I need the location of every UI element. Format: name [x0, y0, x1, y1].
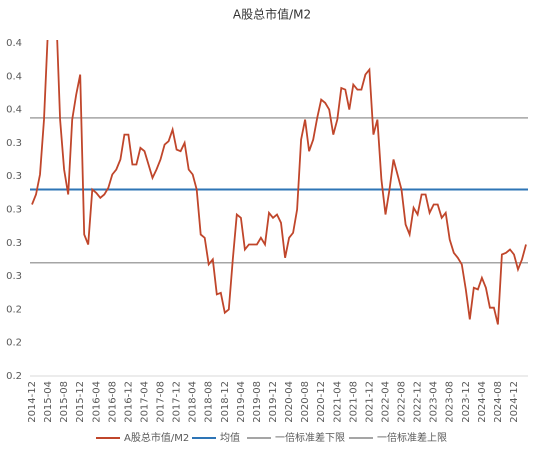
legend-label: 均值	[220, 431, 240, 444]
plot-area	[30, 40, 528, 325]
legend-label: 一倍标准差下限	[275, 431, 345, 444]
x-tick-label: 2019-04	[236, 381, 247, 423]
x-tick-label: 2017-12	[172, 381, 183, 423]
x-tick-label: 2017-04	[139, 381, 150, 423]
data-line	[31, 40, 527, 325]
x-tick-label: 2022-12	[413, 381, 424, 423]
x-tick-label: 2019-08	[252, 381, 263, 423]
x-tick-label: 2016-04	[91, 381, 102, 423]
x-tick-label: 2021-12	[364, 381, 375, 423]
y-tick-label: 0.4	[6, 38, 22, 49]
y-tick-label: 0.4	[6, 105, 22, 116]
x-tick-label: 2020-12	[316, 381, 327, 423]
legend-label: A股总市值/M2	[124, 431, 189, 444]
x-tick-label: 2024-12	[509, 381, 520, 423]
x-tick-label: 2017-08	[156, 381, 167, 423]
y-tick-label: 0.2	[6, 304, 22, 315]
y-tick-label: 0.3	[6, 205, 22, 216]
x-tick-label: 2020-08	[300, 381, 311, 423]
y-tick-label: 0.3	[6, 171, 22, 182]
y-tick-label: 0.3	[6, 138, 22, 149]
x-tick-label: 2024-04	[477, 381, 488, 423]
x-tick-label: 2014-12	[27, 381, 38, 423]
x-tick-label: 2023-12	[461, 381, 472, 423]
x-tick-label: 2024-08	[493, 381, 504, 423]
x-tick-label: 2016-12	[123, 381, 134, 423]
x-tick-label: 2016-08	[107, 381, 118, 423]
y-tick-label: 0.2	[6, 338, 22, 349]
legend-label: 一倍标准差上限	[377, 431, 447, 444]
y-tick-label: 0.2	[6, 371, 22, 382]
x-tick-label: 2023-08	[445, 381, 456, 423]
x-tick-label: 2021-08	[348, 381, 359, 423]
x-tick-label: 2018-12	[220, 381, 231, 423]
x-tick-label: 2015-12	[75, 381, 86, 423]
x-tick-label: 2015-04	[43, 381, 54, 423]
x-tick-label: 2015-08	[59, 381, 70, 423]
x-tick-label: 2021-04	[332, 381, 343, 423]
y-tick-label: 0.4	[6, 71, 22, 82]
x-tick-label: 2022-08	[397, 381, 408, 423]
chart-title: A股总市值/M2	[233, 7, 311, 22]
x-tick-label: 2018-04	[188, 381, 199, 423]
y-tick-label: 0.3	[6, 271, 22, 282]
x-tick-label: 2018-08	[204, 381, 215, 423]
x-tick-label: 2023-04	[429, 381, 440, 423]
y-tick-label: 0.3	[6, 238, 22, 249]
x-tick-label: 2019-12	[268, 381, 279, 423]
x-tick-label: 2022-04	[380, 381, 391, 423]
x-tick-label: 2020-04	[284, 381, 295, 423]
